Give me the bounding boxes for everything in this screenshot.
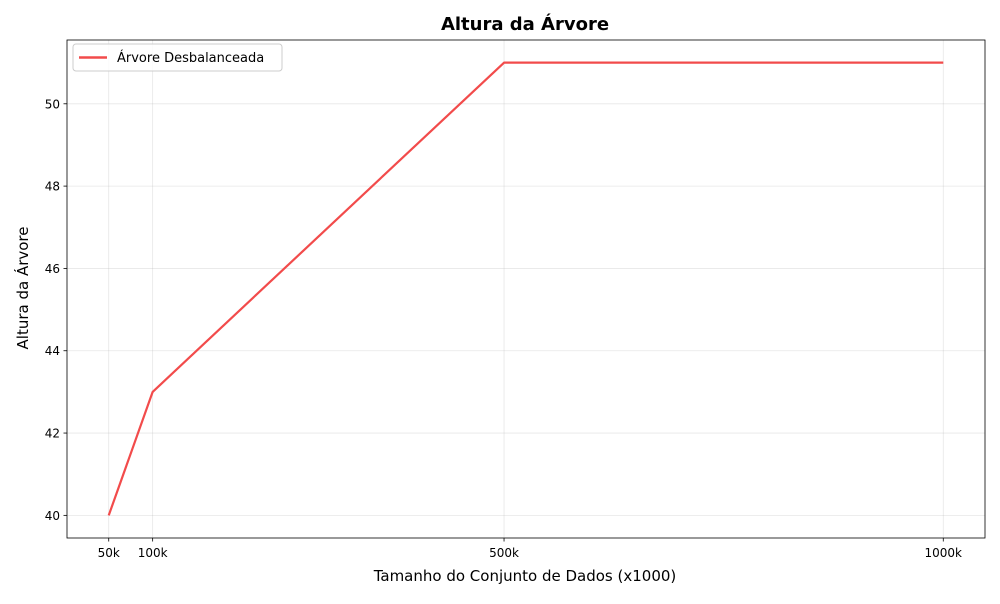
x-tick-label: 100k	[138, 546, 168, 560]
axis-ticks: 50k 100k 500k 1000k 40 42 44 46 48 50	[45, 97, 962, 560]
legend-box	[72, 43, 283, 72]
x-tick-label: 500k	[489, 546, 519, 560]
y-tick-label: 46	[45, 262, 60, 276]
x-tick-label: 50k	[98, 546, 120, 560]
series-line-0	[107, 61, 944, 516]
legend: Árvore Desbalanceada	[72, 43, 283, 72]
y-tick-label: 40	[45, 509, 60, 523]
legend-entry-label: Árvore Desbalanceada	[117, 50, 264, 66]
y-tick-label: 48	[45, 180, 60, 194]
x-tick-label: 1000k	[925, 546, 963, 560]
y-tick-label: 50	[45, 97, 60, 111]
y-tick-label: 44	[45, 344, 60, 358]
grid	[67, 40, 985, 538]
plot-frame	[66, 39, 986, 539]
y-axis-label: Altura da Árvore	[13, 227, 32, 350]
series-layer	[107, 61, 944, 516]
y-tick-label: 42	[45, 427, 60, 441]
chart-title: Altura da Árvore	[441, 13, 609, 35]
x-axis-label: Tamanho do Conjunto de Dados (x1000)	[373, 567, 677, 585]
